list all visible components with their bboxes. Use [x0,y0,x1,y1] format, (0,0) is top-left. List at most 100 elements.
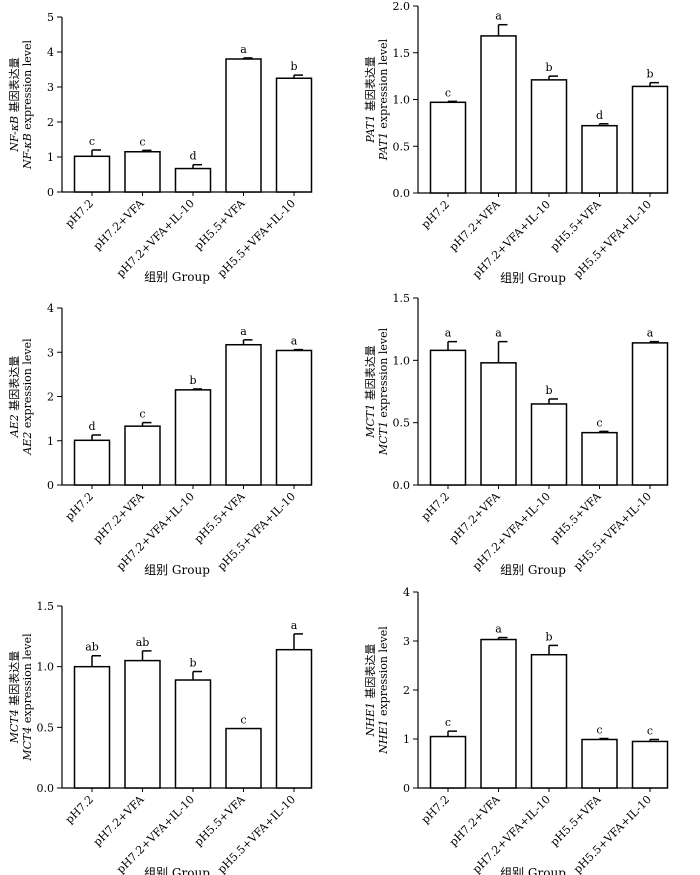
significance-label: a [445,327,452,340]
x-tick-label: pH5.5+VFA [192,792,249,849]
y-tick-label: 3 [47,346,54,359]
bar [73,665,111,789]
x-tick-label: pH7.2+VFA [447,197,504,254]
x-axis-title: 组别 Group [144,866,210,875]
bar [530,403,568,486]
significance-label: d [596,109,603,122]
x-tick-label: pH7.2+VFA [91,196,148,253]
y-axis-label-en: MCT1 expression level [377,327,390,456]
bar [631,85,669,194]
significance-label: a [240,325,247,338]
x-tick-label: pH5.5+VFA [192,196,249,253]
significance-label: b [189,657,196,670]
y-axis-label-cn: MCT1 基因表达量 [363,345,377,439]
significance-label: c [596,416,602,429]
significance-label: c [445,86,451,99]
bar [124,659,161,789]
significance-label: c [139,408,145,421]
x-tick-label: pH7.2+VFA [91,489,148,546]
significance-label: b [545,630,552,643]
y-axis-label-en: AE2 expression level [21,338,34,456]
y-tick-label: 1 [403,733,410,746]
chart-panel-2: 0.00.51.01.52.0cpH7.2apH7.2+VFAbpH7.2+VF… [363,0,669,285]
x-tick-label: pH7.2 [419,793,452,826]
bar [581,124,618,194]
y-axis-label-cn: NHE1 基因表达量 [363,644,377,738]
x-axis-title: 组别 Group [144,270,210,284]
x-tick-label: pH7.2 [63,490,96,523]
bar [275,648,313,789]
bar [480,362,517,486]
significance-label: a [495,327,502,340]
y-axis-label-en: NF-κB expression level [21,39,34,170]
x-axis-title: 组别 Group [144,563,210,577]
significance-label: a [495,623,502,636]
y-axis-label-cn: MCT4 基因表达量 [7,651,21,745]
bar [480,638,517,789]
bar [275,349,313,486]
y-tick-label: 0.5 [393,140,411,153]
y-tick-label: 1 [47,435,54,448]
bar [225,58,262,193]
significance-label: c [647,724,653,737]
y-tick-label: 1.5 [393,47,411,60]
y-tick-label: 4 [47,302,54,315]
x-axis-title: 组别 Group [500,866,566,875]
bar [530,79,568,194]
y-axis-label-cn: NF-κB 基因表达量 [7,57,21,152]
significance-label: b [290,60,297,73]
significance-label: ab [85,641,99,654]
x-tick-label: pH7.2+VFA [447,792,504,849]
bar [275,77,313,193]
bar [174,389,212,486]
significance-label: a [291,619,298,632]
chart-panel-5: 0.00.51.01.5abpH7.2abpH7.2+VFAbpH7.2+VFA… [7,600,313,875]
bar [429,101,467,194]
significance-label: c [596,724,602,737]
y-tick-label: 0 [47,186,54,199]
x-tick-label: pH7.2+VFA [91,792,148,849]
bar [530,653,568,789]
bar [581,431,618,486]
y-tick-label: 1.5 [37,600,55,613]
x-tick-label: pH5.5+VFA [548,197,605,254]
bar [124,425,161,486]
y-tick-label: 2 [47,116,54,129]
significance-label: c [89,135,95,148]
x-tick-label: pH7.2 [419,490,452,523]
y-tick-label: 3 [403,635,410,648]
significance-label: d [88,420,95,433]
chart-panel-3: 01234dpH7.2cpH7.2+VFAbpH7.2+VFA+IL-10apH… [7,302,313,577]
y-tick-label: 2 [47,391,54,404]
significance-label: a [291,335,298,348]
significance-label: b [545,384,552,397]
bar [429,349,467,486]
x-tick-label: pH7.2 [63,793,96,826]
x-tick-label: pH7.2+VFA [447,489,504,546]
significance-label: d [189,150,196,163]
chart-panel-4: 0.00.51.01.5apH7.2apH7.2+VFAbpH7.2+VFA+I… [363,292,669,577]
significance-label: ab [136,636,150,649]
y-tick-label: 1.0 [393,354,411,367]
x-tick-label: pH7.2 [63,197,96,230]
significance-label: a [240,43,247,56]
x-axis-title: 组别 Group [500,563,566,577]
x-tick-label: pH5.5+VFA [548,792,605,849]
significance-label: a [647,327,654,340]
significance-label: c [445,716,451,729]
bar [631,342,669,486]
chart-panel-1: 012345cpH7.2cpH7.2+VFAdpH7.2+VFA+IL-10ap… [7,11,313,284]
bar [174,679,212,789]
y-tick-label: 1.0 [393,94,411,107]
y-tick-label: 0 [47,479,54,492]
y-tick-label: 2 [403,684,410,697]
bar [73,439,111,486]
y-tick-label: 4 [403,586,410,599]
y-tick-label: 5 [47,11,54,24]
y-tick-label: 1.0 [37,661,55,674]
y-tick-label: 0.0 [37,782,55,795]
x-axis-title: 组别 Group [500,271,566,285]
bar [225,727,262,789]
y-axis-label-en: PAT1 expression level [377,38,390,161]
